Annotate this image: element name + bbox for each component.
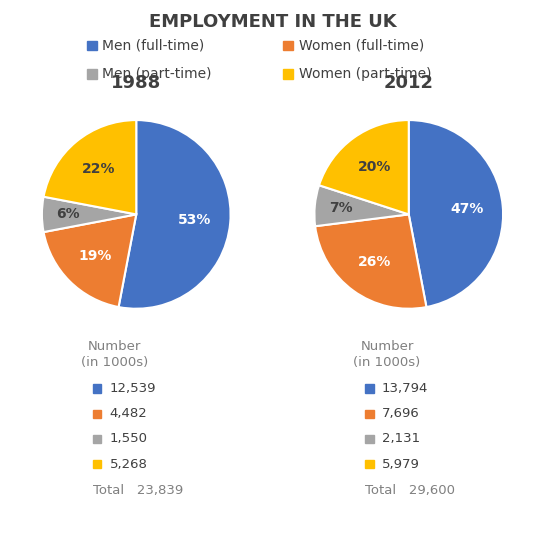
Text: Total   23,839: Total 23,839 [93,484,183,497]
Text: 47%: 47% [450,202,483,216]
Text: Number
(in 1000s): Number (in 1000s) [353,340,421,369]
Text: 22%: 22% [82,162,116,176]
Title: 1988: 1988 [111,74,161,92]
Text: 5,268: 5,268 [110,458,147,471]
Wedge shape [44,214,136,307]
Wedge shape [44,120,136,214]
Text: 5,979: 5,979 [382,458,420,471]
Text: Men (part-time): Men (part-time) [102,67,212,81]
Text: 2,131: 2,131 [382,433,420,445]
Text: Number
(in 1000s): Number (in 1000s) [81,340,148,369]
Text: 12,539: 12,539 [110,382,156,395]
Text: 53%: 53% [178,213,211,227]
Text: Men (full-time): Men (full-time) [102,39,205,53]
Title: 2012: 2012 [384,74,434,92]
Text: Women (full-time): Women (full-time) [299,39,424,53]
Text: Women (part-time): Women (part-time) [299,67,431,81]
Text: 1,550: 1,550 [110,433,148,445]
Text: 20%: 20% [358,160,391,174]
Text: 7%: 7% [329,201,353,215]
Text: EMPLOYMENT IN THE UK: EMPLOYMENT IN THE UK [149,13,396,32]
Text: 6%: 6% [57,207,80,221]
Wedge shape [315,214,426,309]
Text: 4,482: 4,482 [110,407,147,420]
Text: 19%: 19% [78,249,112,263]
Text: 7,696: 7,696 [382,407,420,420]
Wedge shape [409,120,503,307]
Text: 13,794: 13,794 [382,382,428,395]
Wedge shape [319,120,409,214]
Wedge shape [314,185,409,226]
Wedge shape [119,120,231,309]
Text: 26%: 26% [358,255,391,269]
Text: Total   29,600: Total 29,600 [365,484,455,497]
Wedge shape [42,197,136,232]
